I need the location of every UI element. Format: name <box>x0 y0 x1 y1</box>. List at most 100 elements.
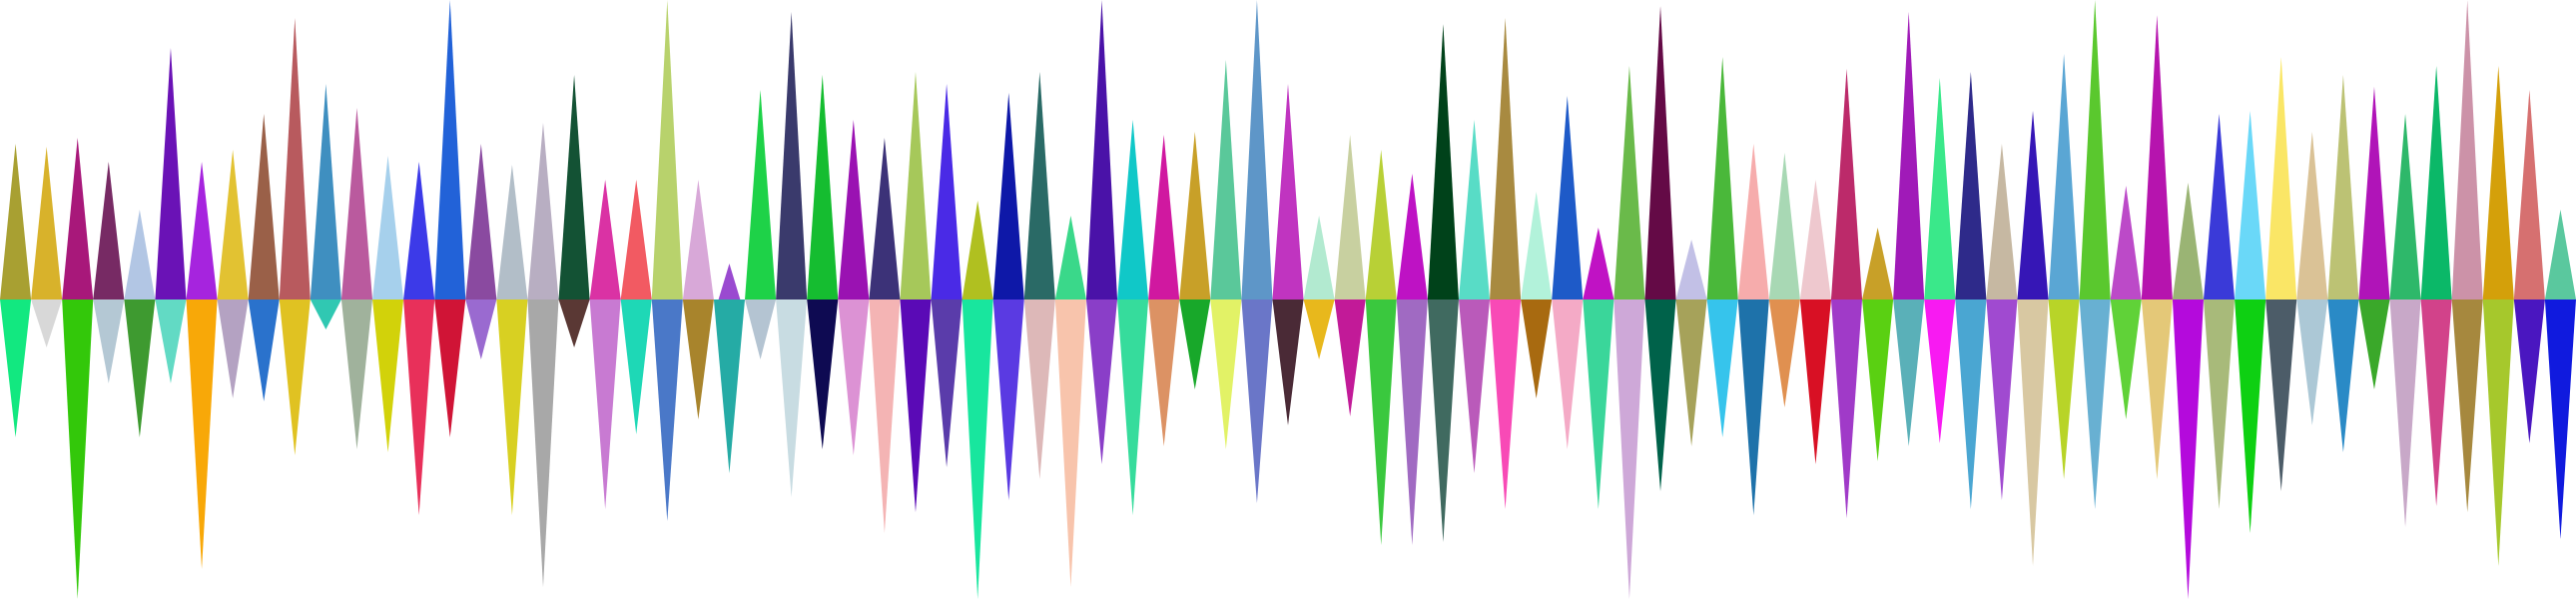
upper-spike <box>1241 0 1273 300</box>
upper-spike <box>1427 24 1459 300</box>
lower-spike <box>340 300 373 449</box>
lower-spike <box>1396 300 1428 545</box>
lower-spike <box>620 300 652 434</box>
lower-spike <box>962 300 993 599</box>
upper-spike <box>1365 150 1397 300</box>
upper-spike <box>2513 90 2545 300</box>
upper-spike <box>776 12 808 300</box>
upper-spike <box>1924 78 1956 300</box>
upper-spike <box>403 162 435 300</box>
upper-spike <box>340 108 373 300</box>
lower-spike <box>1148 300 1180 446</box>
upper-spike <box>1334 135 1366 300</box>
lower-spike <box>1768 300 1800 407</box>
lower-spike <box>1552 300 1584 449</box>
lower-spike <box>372 300 404 452</box>
lower-spike <box>2203 300 2236 509</box>
upper-spike <box>186 162 218 300</box>
upper-spike <box>1210 60 1242 300</box>
upper-spike <box>2389 114 2421 300</box>
upper-spike <box>807 75 839 300</box>
upper-spike <box>93 162 125 300</box>
lower-spike <box>217 300 249 398</box>
upper-spike <box>465 144 497 300</box>
upper-spike <box>2451 0 2483 300</box>
lower-spike <box>62 300 94 599</box>
lower-spike <box>1862 300 1894 461</box>
upper-spike <box>1179 132 1211 300</box>
upper-spike <box>2203 114 2236 300</box>
lower-spike <box>465 300 497 359</box>
upper-spike <box>527 123 559 300</box>
lower-spike <box>1117 300 1149 515</box>
upper-spike <box>31 147 63 300</box>
lower-spike <box>2296 300 2328 425</box>
lower-spike <box>900 300 932 512</box>
lower-spike <box>496 300 528 515</box>
lower-spike <box>279 300 311 455</box>
upper-spike <box>1583 228 1614 300</box>
lower-spike <box>1179 300 1211 389</box>
lower-spike <box>1458 300 1491 473</box>
upper-spike <box>1054 216 1086 300</box>
upper-spike <box>1737 144 1769 300</box>
upper-spike <box>900 72 932 300</box>
lower-spike <box>1830 300 1863 518</box>
lower-spike <box>1924 300 1956 443</box>
lower-spike-group <box>0 300 2576 599</box>
lower-spike <box>807 300 839 449</box>
upper-spike <box>0 144 32 300</box>
lower-spike <box>2079 300 2111 509</box>
lower-spike <box>869 300 901 533</box>
upper-spike <box>745 90 777 300</box>
lower-spike <box>1054 300 1086 587</box>
lower-spike <box>1893 300 1925 446</box>
lower-spike <box>2482 300 2514 566</box>
lower-spike <box>713 300 746 473</box>
lower-spike <box>155 300 187 383</box>
lower-spike <box>1583 300 1614 509</box>
upper-spike <box>1490 18 1522 300</box>
upper-spike <box>2110 186 2142 300</box>
lower-spike <box>1210 300 1242 449</box>
upper-spike <box>718 264 741 300</box>
upper-spike <box>2296 132 2328 300</box>
lower-spike <box>2048 300 2080 479</box>
upper-spike <box>869 138 901 300</box>
lower-spike <box>776 300 808 497</box>
upper-spike <box>1706 57 1738 300</box>
upper-spike <box>1768 153 1800 300</box>
upper-spike <box>1396 174 1428 300</box>
lower-spike <box>403 300 435 515</box>
upper-spike <box>155 48 187 300</box>
upper-spike <box>1272 84 1304 300</box>
upper-spike <box>2358 87 2390 300</box>
upper-spike <box>310 84 341 300</box>
upper-spike <box>992 93 1024 300</box>
upper-spike <box>1893 12 1925 300</box>
upper-spike <box>1458 120 1491 300</box>
lower-spike <box>1023 300 1055 479</box>
upper-spike <box>962 201 993 300</box>
upper-spike <box>558 75 590 300</box>
upper-spike <box>248 114 280 300</box>
upper-spike <box>1675 240 1707 300</box>
upper-spike <box>1117 120 1149 300</box>
upper-spike-group <box>0 0 2576 300</box>
upper-spike <box>372 156 404 300</box>
lower-spike <box>2265 300 2297 491</box>
lower-spike <box>1706 300 1738 437</box>
upper-spike <box>682 180 714 300</box>
lower-spike <box>434 300 466 437</box>
upper-spike <box>496 165 528 300</box>
upper-spike <box>2172 183 2204 300</box>
lower-spike <box>1427 300 1459 542</box>
lower-spike <box>2017 300 2049 566</box>
lower-spike <box>558 300 590 347</box>
lower-spike <box>745 300 777 359</box>
upper-spike <box>2327 75 2359 300</box>
lower-spike <box>1334 300 1366 416</box>
upper-spike <box>1148 135 1180 300</box>
